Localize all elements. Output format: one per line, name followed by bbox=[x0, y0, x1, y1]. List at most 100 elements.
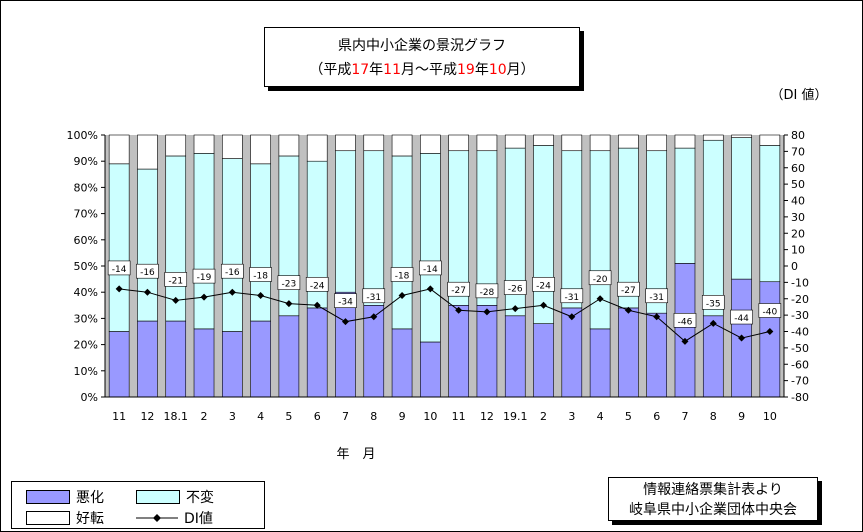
x-tick-label: 11 bbox=[452, 410, 466, 423]
di-point bbox=[681, 337, 689, 345]
di-point bbox=[455, 306, 463, 314]
x-tick-label: 6 bbox=[653, 410, 660, 423]
y-right-tick-label: -20 bbox=[791, 293, 809, 306]
di-data-label-box bbox=[447, 281, 470, 297]
di-data-label-box bbox=[164, 272, 188, 287]
di-data-label: -40 bbox=[763, 308, 778, 318]
bar-unchanged bbox=[674, 147, 696, 264]
di-point bbox=[200, 293, 208, 301]
di-data-label: -28 bbox=[480, 288, 495, 298]
chart-title: 県内中小企業の景況グラフ bbox=[338, 38, 506, 54]
di-data-label: -21 bbox=[168, 276, 183, 286]
di-data-label: -26 bbox=[508, 285, 523, 295]
x-tick-label: 4 bbox=[597, 410, 604, 423]
y-left-tick-label: 20% bbox=[74, 339, 98, 352]
di-data-label: -19 bbox=[197, 273, 212, 283]
di-point bbox=[257, 291, 265, 299]
bar-better bbox=[165, 134, 187, 157]
di-data-label: -14 bbox=[112, 265, 127, 275]
bar-unchanged bbox=[731, 137, 752, 280]
bar-better bbox=[363, 134, 385, 152]
y-left-tick-label: 10% bbox=[74, 365, 98, 378]
di-data-label-box bbox=[588, 270, 612, 286]
legend-better: 好転 bbox=[26, 508, 104, 528]
bar-better bbox=[589, 134, 611, 152]
bar-better bbox=[137, 134, 158, 170]
legend-unchanged-label: 不変 bbox=[186, 490, 214, 506]
y-right-tick-label: 60 bbox=[791, 162, 805, 175]
bar-better bbox=[646, 134, 667, 152]
di-data-label-box bbox=[532, 276, 555, 292]
y-left-tick-label: 0% bbox=[81, 391, 98, 404]
bar-better bbox=[674, 134, 696, 149]
bar-unchanged bbox=[165, 155, 187, 322]
chart-subtitle: （平成17年11月～平成19年10月） bbox=[265, 58, 579, 82]
x-tick-label: 5 bbox=[625, 410, 632, 423]
di-data-label-box bbox=[362, 288, 386, 304]
bar-better bbox=[250, 134, 271, 165]
y-right-tick-label: -30 bbox=[791, 309, 809, 322]
di-data-label: -18 bbox=[253, 271, 268, 281]
bar-worse bbox=[250, 320, 271, 398]
di-point bbox=[172, 296, 180, 304]
x-tick-label: 3 bbox=[568, 410, 575, 423]
bar-better bbox=[108, 134, 130, 165]
y-right-tick-label: -70 bbox=[791, 375, 809, 388]
di-data-label-box bbox=[192, 268, 216, 284]
bar-unchanged bbox=[137, 168, 158, 322]
bar-worse bbox=[589, 328, 611, 398]
chart-subtitle-part: 17 bbox=[351, 62, 370, 78]
bar-unchanged bbox=[222, 158, 243, 332]
di-point bbox=[738, 334, 746, 342]
x-tick-label: 8 bbox=[370, 410, 377, 423]
x-tick-label: 2 bbox=[201, 410, 208, 423]
di-point bbox=[766, 328, 774, 335]
bar-better bbox=[420, 134, 441, 154]
bar-better bbox=[759, 134, 781, 146]
bar-worse bbox=[646, 312, 667, 398]
bar-worse bbox=[674, 263, 696, 398]
bar-unchanged bbox=[391, 155, 413, 330]
di-data-label-box bbox=[334, 293, 357, 308]
di-point bbox=[313, 301, 321, 309]
bar-unchanged bbox=[420, 153, 441, 343]
di-data-label-box bbox=[560, 288, 584, 304]
bar-better bbox=[448, 134, 469, 152]
y-right-tick-label: 50 bbox=[791, 178, 805, 191]
x-tick-label: 3 bbox=[229, 410, 236, 423]
di-point bbox=[115, 285, 123, 293]
bar-worse bbox=[306, 307, 328, 398]
source-line-2: 岐阜県中小企業団体中央会 bbox=[629, 502, 797, 518]
di-point bbox=[709, 319, 717, 327]
y-right-tick-label: 70 bbox=[791, 145, 805, 158]
bar-unchanged bbox=[476, 150, 498, 306]
source-line-1: 情報連絡票集計表より bbox=[643, 482, 783, 498]
x-tick-label: 8 bbox=[710, 410, 717, 423]
bar-better bbox=[561, 134, 583, 152]
x-tick-label: 19.1 bbox=[503, 410, 528, 423]
di-data-label: -34 bbox=[338, 298, 353, 308]
bar-worse bbox=[420, 341, 441, 398]
bar-worse bbox=[137, 320, 158, 398]
y-right-tick-label: 80 bbox=[791, 129, 805, 142]
bar-unchanged bbox=[363, 150, 385, 306]
di-point bbox=[540, 301, 548, 309]
legend-better-label: 好転 bbox=[76, 511, 104, 527]
di-data-label: -24 bbox=[310, 281, 325, 291]
legend-worse-label: 悪化 bbox=[76, 490, 104, 506]
di-point bbox=[596, 295, 604, 303]
legend: 悪化 不変 好転 DI値 bbox=[11, 481, 265, 529]
y-right-axis-label: （DI 値） bbox=[771, 87, 828, 103]
y-right-tick-label: -10 bbox=[791, 276, 809, 289]
legend-worse: 悪化 bbox=[26, 487, 104, 507]
di-data-label: -27 bbox=[451, 286, 466, 296]
di-data-label: -44 bbox=[734, 314, 749, 324]
x-tick-label: 12 bbox=[140, 410, 154, 423]
di-point bbox=[341, 318, 349, 326]
chart-subtitle-part: 年 bbox=[474, 62, 489, 78]
chart-subtitle-part: 19 bbox=[457, 62, 475, 78]
di-data-label: -24 bbox=[536, 281, 551, 291]
di-data-label-box bbox=[730, 309, 753, 325]
y-left-tick-label: 80% bbox=[74, 181, 98, 194]
di-data-label: -31 bbox=[366, 293, 381, 303]
